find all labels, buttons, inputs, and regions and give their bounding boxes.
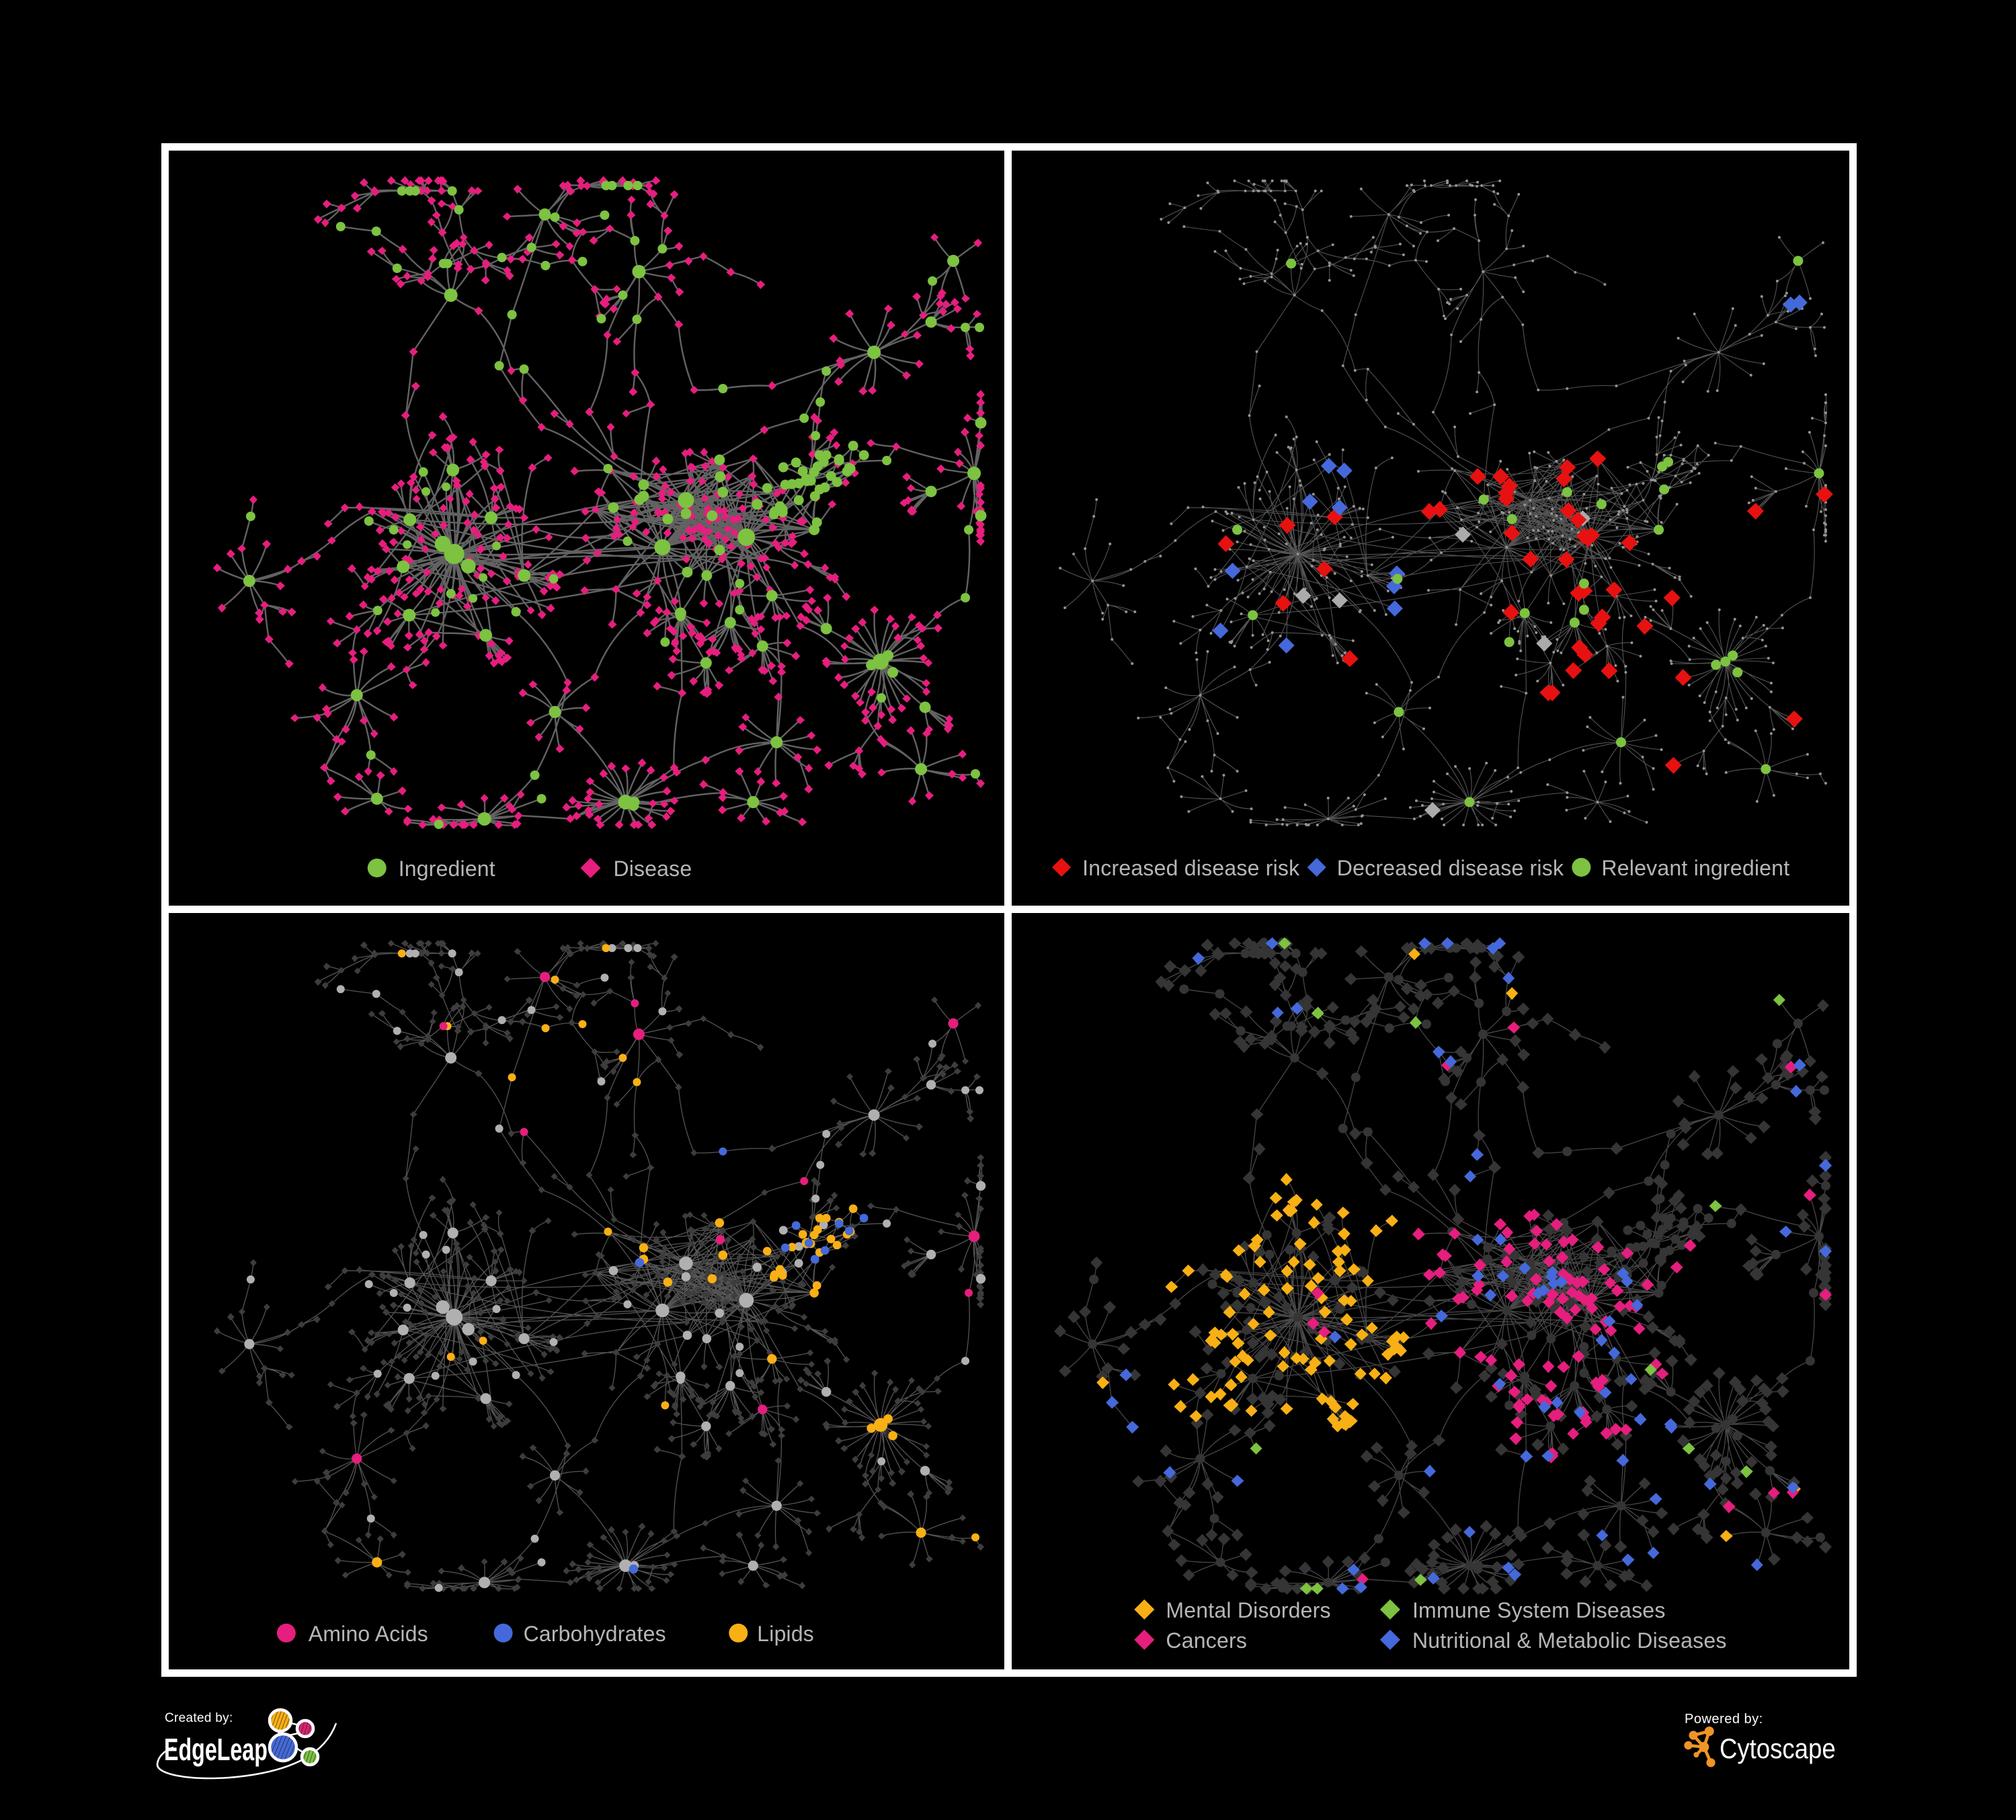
svg-text:Mental Disorders: Mental Disorders xyxy=(1166,1598,1330,1622)
svg-text:Lipids: Lipids xyxy=(757,1622,814,1646)
svg-text:Amino Acids: Amino Acids xyxy=(309,1622,428,1646)
svg-text:Immune System Diseases: Immune System Diseases xyxy=(1412,1598,1666,1622)
svg-text:Decreased disease risk: Decreased disease risk xyxy=(1337,856,1564,880)
svg-text:Increased disease risk: Increased disease risk xyxy=(1082,856,1300,880)
svg-text:Carbohydrates: Carbohydrates xyxy=(524,1622,666,1646)
svg-text:Disease: Disease xyxy=(613,857,692,881)
svg-text:Cancers: Cancers xyxy=(1166,1628,1247,1653)
svg-text:Relevant ingredient: Relevant ingredient xyxy=(1601,856,1789,880)
svg-text:Ingredient: Ingredient xyxy=(399,857,495,881)
svg-text:Nutritional & Metabolic Diseas: Nutritional & Metabolic Diseases xyxy=(1412,1628,1727,1653)
